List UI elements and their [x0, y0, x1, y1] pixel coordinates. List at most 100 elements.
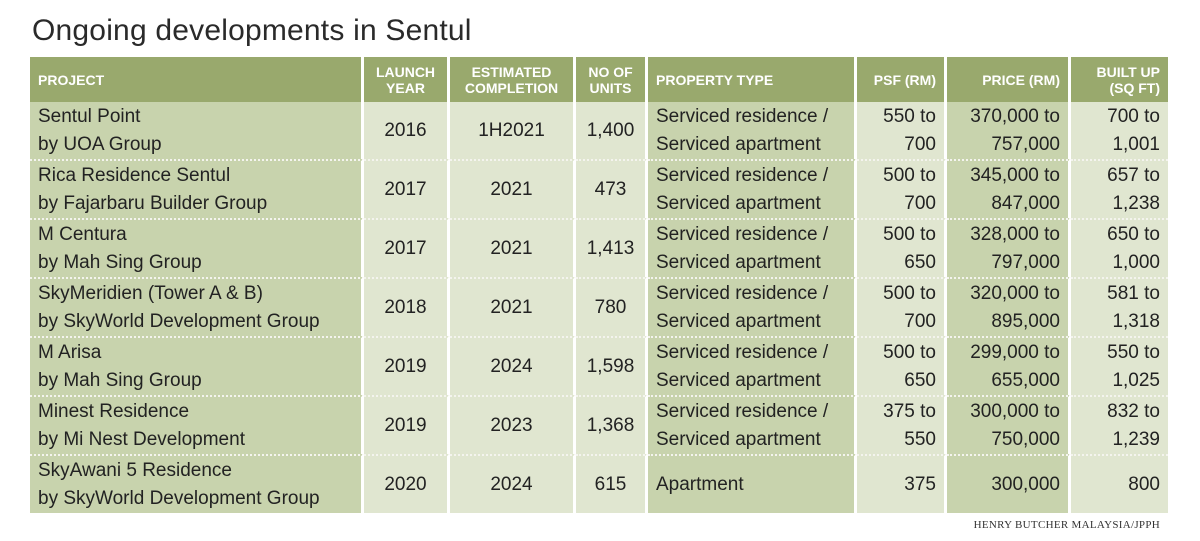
cell-price-line: 345,000 to: [970, 164, 1060, 186]
cell-completion: 2021: [450, 159, 576, 218]
cell-built-up: 832 to 1,239: [1071, 395, 1168, 454]
cell-price-line: 797,000: [991, 251, 1060, 273]
cell-launch-year-value: 2019: [384, 355, 427, 377]
cell-psf-line: 650: [904, 251, 936, 273]
page-title: Ongoing developments in Sentul: [32, 14, 472, 47]
cell-price-line: 750,000: [991, 428, 1060, 450]
cell-units-value: 1,413: [586, 237, 635, 259]
cell-built-up-line: 1,025: [1112, 369, 1160, 391]
cell-price: 300,000: [947, 454, 1071, 513]
cell-price-line: 895,000: [991, 310, 1060, 332]
cell-psf-line: 500 to: [883, 223, 936, 245]
cell-built-up-line: 650 to: [1107, 223, 1160, 245]
cell-completion: 2021: [450, 218, 576, 277]
cell-project: M Centura by Mah Sing Group: [30, 218, 364, 277]
cell-completion: 1H2021: [450, 102, 576, 159]
cell-property-type-line: Serviced apartment: [656, 428, 821, 450]
cell-price: 320,000 to 895,000: [947, 277, 1071, 336]
cell-property-type: Apartment: [648, 454, 857, 513]
cell-project: Sentul Point by UOA Group: [30, 102, 364, 159]
cell-units: 1,400: [576, 102, 648, 159]
cell-built-up-line: 1,318: [1112, 310, 1160, 332]
cell-launch-year: 2019: [364, 395, 450, 454]
cell-units: 615: [576, 454, 648, 513]
cell-built-up-line: 1,238: [1112, 192, 1160, 214]
cell-property-type-line: Serviced apartment: [656, 133, 821, 155]
cell-built-up: 650 to 1,000: [1071, 218, 1168, 277]
cell-built-up: 550 to 1,025: [1071, 336, 1168, 395]
cell-launch-year: 2019: [364, 336, 450, 395]
cell-project-line: by Mi Nest Development: [38, 428, 245, 450]
cell-built-up-line: 657 to: [1107, 164, 1160, 186]
cell-psf-line: 375: [904, 473, 936, 495]
cell-built-up-line: 1,001: [1112, 133, 1160, 155]
cell-project: SkyMeridien (Tower A & B) by SkyWorld Dev…: [30, 277, 364, 336]
cell-project: SkyAwani 5 Residence by SkyWorld Developm…: [30, 454, 364, 513]
cell-units-value: 1,368: [586, 414, 635, 436]
cell-project-line: Sentul Point: [38, 105, 141, 127]
cell-property-type-line: Serviced residence /: [656, 164, 829, 186]
cell-units-value: 473: [594, 178, 627, 200]
cell-completion: 2024: [450, 454, 576, 513]
cell-completion-value: 2024: [490, 473, 533, 495]
cell-project: Rica Residence Sentul by Fajarbaru Builde…: [30, 159, 364, 218]
cell-psf-line: 650: [904, 369, 936, 391]
cell-price-line: 299,000 to: [970, 341, 1060, 363]
cell-built-up-line: 581 to: [1107, 282, 1160, 304]
cell-completion-value: 2023: [490, 414, 533, 436]
cell-property-type-line: Serviced apartment: [656, 369, 821, 391]
cell-completion-value: 2021: [490, 237, 533, 259]
cell-price-line: 300,000 to: [970, 400, 1060, 422]
cell-project-line: Minest Residence: [38, 400, 190, 422]
cell-project-line: Rica Residence Sentul: [38, 164, 231, 186]
cell-launch-year-value: 2020: [384, 473, 427, 495]
cell-units: 473: [576, 159, 648, 218]
cell-price-line: 757,000: [991, 133, 1060, 155]
cell-completion: 2021: [450, 277, 576, 336]
cell-completion: 2024: [450, 336, 576, 395]
cell-price-line: 655,000: [991, 369, 1060, 391]
cell-completion-value: 1H2021: [478, 119, 545, 141]
cell-built-up-line: 832 to: [1107, 400, 1160, 422]
cell-price-line: 320,000 to: [970, 282, 1060, 304]
cell-psf-line: 700: [904, 192, 936, 214]
cell-price: 328,000 to 797,000: [947, 218, 1071, 277]
cell-units-value: 1,598: [586, 355, 635, 377]
cell-price-line: 328,000 to: [970, 223, 1060, 245]
cell-units: 1,368: [576, 395, 648, 454]
cell-property-type: Serviced residence / Serviced apartment: [648, 277, 857, 336]
cell-built-up-line: 700 to: [1107, 105, 1160, 127]
cell-launch-year-value: 2016: [384, 119, 427, 141]
cell-psf-line: 550 to: [883, 105, 936, 127]
cell-psf: 375: [857, 454, 947, 513]
source-credit: HENRY BUTCHER MALAYSIA/JPPH: [973, 519, 1160, 531]
table-row: Minest Residence by Mi Nest Development 20…: [30, 395, 1168, 454]
cell-property-type-line: Serviced apartment: [656, 251, 821, 273]
cell-project-line: by UOA Group: [38, 133, 162, 155]
cell-property-type-line: Apartment: [656, 473, 744, 495]
table-body: Sentul Point by UOA Group 2016 1H2021 1,400 S…: [30, 102, 1168, 513]
cell-property-type-line: Serviced apartment: [656, 310, 821, 332]
table-row: SkyMeridien (Tower A & B) by SkyWorld Dev…: [30, 277, 1168, 336]
cell-project-line: M Arisa: [38, 341, 102, 363]
cell-price: 345,000 to 847,000: [947, 159, 1071, 218]
cell-property-type-line: Serviced residence /: [656, 105, 829, 127]
cell-completion: 2023: [450, 395, 576, 454]
cell-project-line: SkyMeridien (Tower A & B): [38, 282, 263, 304]
header-units: NO OF UNITS: [576, 57, 648, 102]
cell-launch-year-value: 2017: [384, 178, 427, 200]
cell-psf-line: 500 to: [883, 164, 936, 186]
header-psf: PSF (RM): [857, 57, 947, 102]
cell-project: M Arisa by Mah Sing Group: [30, 336, 364, 395]
cell-launch-year: 2018: [364, 277, 450, 336]
table-row: Sentul Point by UOA Group 2016 1H2021 1,400 S…: [30, 102, 1168, 159]
table-row: M Arisa by Mah Sing Group 2019 2024 1,598 Ser…: [30, 336, 1168, 395]
cell-units: 1,598: [576, 336, 648, 395]
table-row: Rica Residence Sentul by Fajarbaru Builde…: [30, 159, 1168, 218]
cell-psf-line: 500 to: [883, 341, 936, 363]
cell-units: 780: [576, 277, 648, 336]
cell-launch-year: 2020: [364, 454, 450, 513]
cell-psf: 500 to 650: [857, 336, 947, 395]
header-built-up: BUILT UP (SQ FT): [1071, 57, 1168, 102]
cell-project: Minest Residence by Mi Nest Development: [30, 395, 364, 454]
